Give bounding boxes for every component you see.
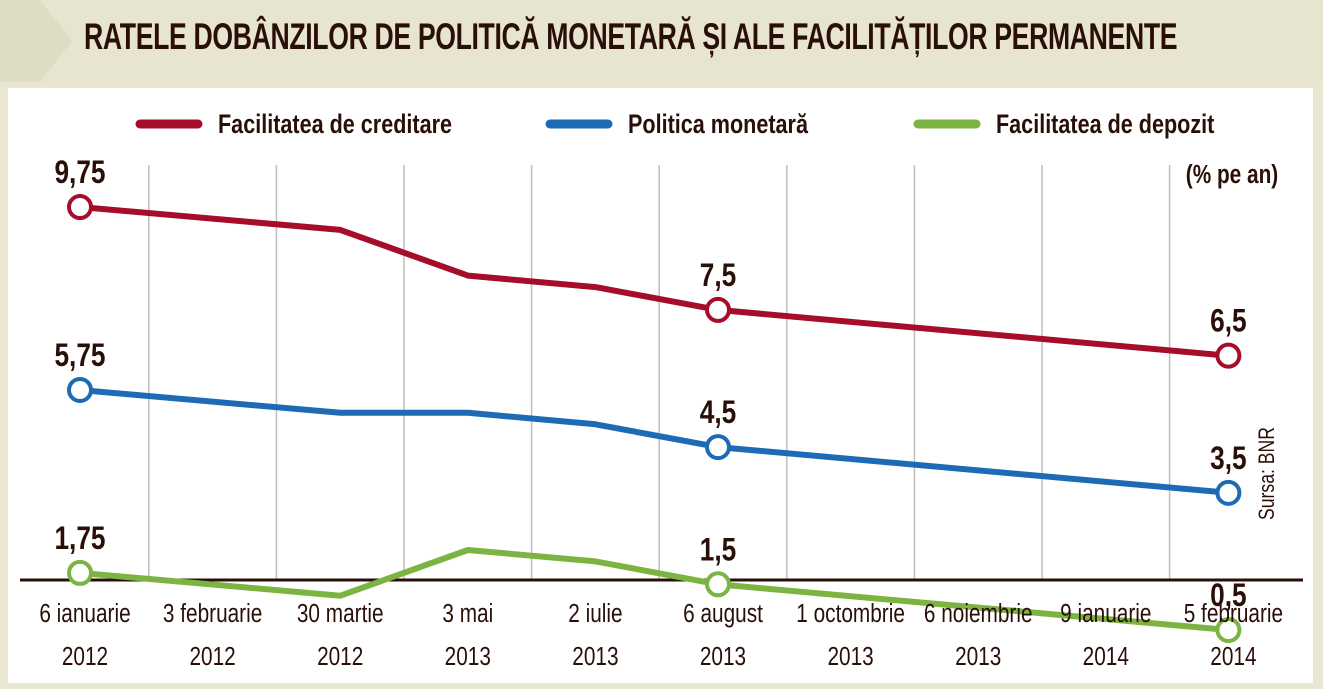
x-tick-label: 6 noiembrie [924,599,1033,628]
legend-label: Politica monetară [628,110,808,140]
series-line [77,204,1232,359]
header-bar: RATELE DOBÂNZILOR DE POLITICĂ MONETARĂ Ș… [0,0,1323,82]
data-label: 4,5 [700,396,736,431]
data-point [67,376,93,403]
x-tick-year: 2012 [62,642,108,671]
x-tick-label: 1 octombrie [796,599,905,628]
legend: Facilitatea de creditare Politica monetar… [135,110,1214,140]
data-label: 6,5 [1210,304,1246,339]
x-tick-label: 6 ianuarie [39,599,130,628]
legend-label: Facilitatea de creditare [218,110,452,140]
data-point [1215,617,1242,644]
x-tick-year: 2013 [700,642,746,671]
x-tick-label: 5 februarie [1184,599,1283,628]
x-tick-year: 2012 [317,642,363,671]
x-tick-year: 2013 [955,642,1001,671]
data-point [705,434,731,461]
data-label: 0,5 [1210,579,1246,614]
data-point [705,296,731,323]
data-point [1215,342,1242,369]
x-tick-year: 2013 [445,642,491,671]
x-tick-label: 3 februarie [163,599,262,628]
x-tick-label: 2 iulie [568,599,622,628]
series-line [77,547,1232,633]
x-tick-year: 2014 [1210,642,1256,671]
x-tick-labels: 6 ianuarie 2012 3 februarie 2012 30 martie 20… [39,599,1283,671]
series-group: 9,75 7,5 6,5 5,75 4,5 3,5 1,75 1,5 0,5 [54,156,1247,644]
x-tick-year: 2013 [827,642,873,671]
data-label: 1,75 [54,522,105,557]
x-tick-year: 2014 [1083,642,1129,671]
source-label: Sursa: BNR [1254,427,1279,520]
x-tick-year: 2012 [189,642,235,671]
data-label: 7,5 [700,259,736,294]
x-tick-label: 3 mai [442,599,493,628]
unit-label: (% pe an) [1186,160,1278,189]
x-tick-label: 6 august [683,599,763,628]
legend-label: Facilitatea de depozit [996,110,1214,140]
data-point [1215,479,1242,506]
x-tick-year: 2013 [572,642,618,671]
chevron-icon [0,0,72,82]
data-label: 1,5 [700,533,736,568]
x-tick-label: 9 ianuarie [1060,599,1151,628]
data-point [67,194,93,221]
data-point [705,571,731,598]
grid-lines [148,165,1171,580]
data-point [67,559,93,586]
data-label: 9,75 [54,156,105,191]
data-label: 3,5 [1210,442,1246,477]
series-line [77,387,1232,496]
x-tick-label: 30 martie [297,599,384,628]
data-label: 5,75 [54,339,105,374]
chart-title: RATELE DOBÂNZILOR DE POLITICĂ MONETARĂ Ș… [84,16,1178,57]
